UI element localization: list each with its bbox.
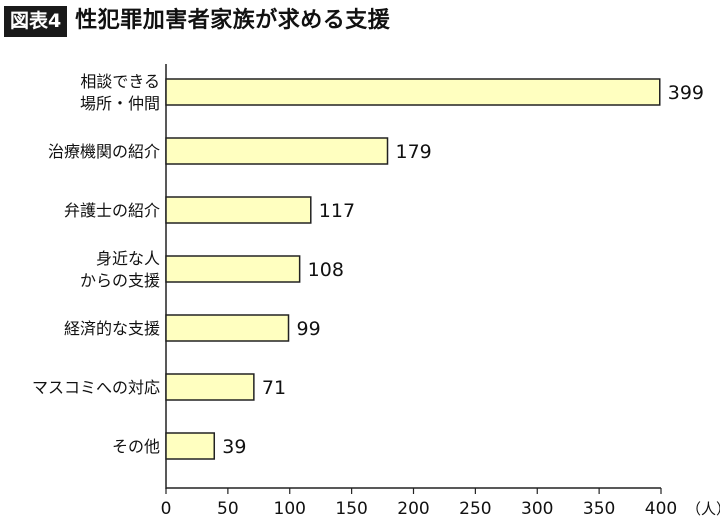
chart-header: 図表4 性犯罪加害者家族が求める支援 (4, 4, 390, 38)
x-tick-label: 100 (274, 499, 306, 519)
category-label: 身近な人 (96, 249, 160, 268)
bar (165, 373, 255, 401)
chart-title: 性犯罪加害者家族が求める支援 (75, 8, 391, 33)
category-label: 治療機関の紹介 (48, 142, 160, 161)
category-label: 弁護士の紹介 (64, 201, 160, 220)
x-tick-label: 400 (645, 499, 677, 519)
category-label: その他 (112, 437, 160, 456)
bar-value-label: 179 (396, 141, 432, 163)
x-tick-label: 150 (335, 499, 367, 519)
category-label: 場所・仲間 (80, 94, 160, 113)
category-label: 経済的な支援 (64, 319, 160, 338)
bar (165, 432, 216, 460)
bar (165, 78, 661, 106)
bar-value-label: 71 (262, 377, 286, 399)
bar (165, 255, 301, 283)
bar (165, 314, 290, 342)
x-tick-label: 0 (161, 499, 172, 519)
bar (165, 196, 312, 224)
figure-number-badge: 図表4 (4, 5, 68, 37)
bar-value-label: 117 (319, 200, 355, 222)
category-label: 相談できる (80, 72, 160, 91)
x-tick-label: 300 (521, 499, 553, 519)
bar-value-label: 399 (668, 82, 704, 104)
x-tick-label: 250 (459, 499, 491, 519)
x-tick-label: 350 (583, 499, 615, 519)
category-label: マスコミへの対応 (32, 378, 160, 397)
x-tick-label: 200 (397, 499, 429, 519)
bar-value-label: 39 (222, 436, 246, 458)
x-axis-unit: （人） (686, 500, 720, 518)
bar-value-label: 99 (297, 318, 321, 340)
bar-value-label: 108 (308, 259, 344, 281)
category-label: からの支援 (80, 271, 160, 290)
bar (165, 137, 389, 165)
x-tick-label: 50 (217, 499, 239, 519)
